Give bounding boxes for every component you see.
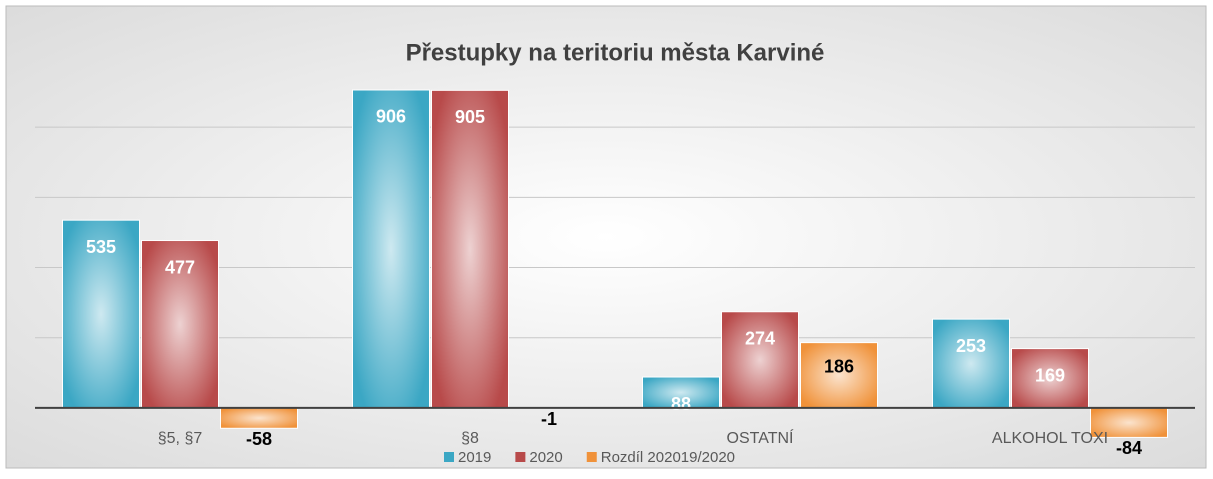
data-label: 535 (86, 237, 116, 257)
data-label: 169 (1035, 365, 1065, 385)
legend-swatch (444, 452, 454, 462)
data-label: 906 (376, 107, 406, 127)
legend-label: 2019 (458, 449, 491, 466)
data-label: 253 (956, 336, 986, 356)
legend-label: 2020 (529, 449, 562, 466)
bar-sheen (722, 312, 799, 408)
data-label: 88 (671, 394, 691, 414)
data-label: 905 (455, 107, 485, 127)
legend-swatch (515, 452, 525, 462)
chart-title: Přestupky na teritoriu města Karviné (406, 39, 825, 66)
bar-sheen (432, 90, 509, 408)
data-label: -1 (541, 409, 557, 429)
x-tick-label: OSTATNÍ (727, 428, 795, 447)
legend-label: Rozdíl 202019/2020 (601, 449, 735, 466)
bar-sheen (221, 408, 298, 428)
legend-swatch (587, 452, 597, 462)
bar-sheen (353, 90, 430, 408)
data-label: -84 (1116, 438, 1142, 458)
x-tick-label: ALKOHOL TOXI (992, 430, 1108, 447)
data-label: 477 (165, 257, 195, 277)
data-label: 186 (824, 356, 854, 376)
data-label: -58 (246, 429, 272, 449)
data-label: 274 (745, 329, 775, 349)
x-tick-label: §8 (461, 430, 479, 447)
bar-sheen (933, 319, 1010, 408)
x-tick-label: §5, §7 (158, 430, 203, 447)
